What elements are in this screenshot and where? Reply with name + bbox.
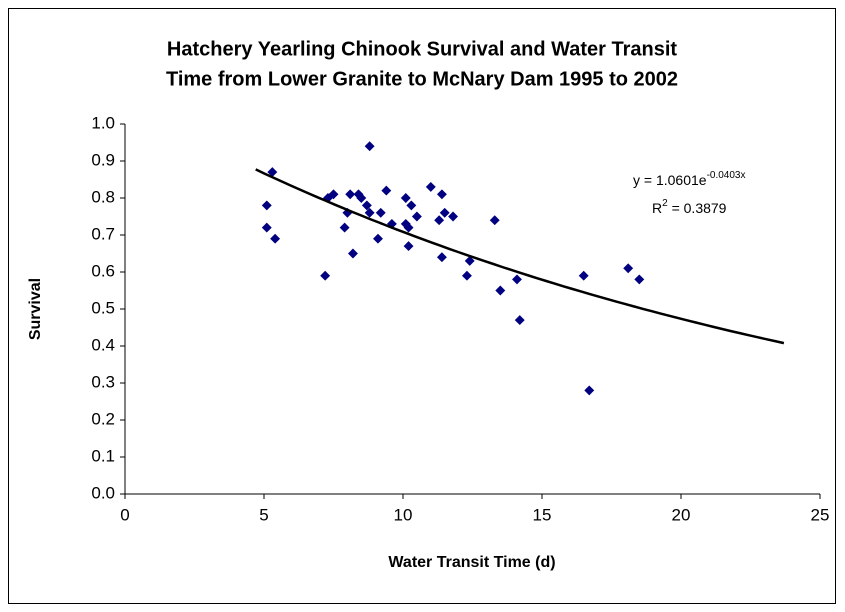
scatter-point — [364, 207, 375, 218]
scatter-point — [320, 270, 331, 281]
scatter-point — [436, 189, 447, 200]
scatter-point — [270, 233, 281, 244]
scatter-point — [623, 263, 634, 274]
scatter-point — [578, 270, 589, 281]
scatter-point — [328, 189, 339, 200]
trend-equation: y = 1.0601e-0.0403x — [633, 170, 745, 188]
scatter-point — [489, 215, 500, 226]
scatter-point — [375, 207, 386, 218]
scatter-point — [448, 211, 458, 222]
scatter-point — [381, 185, 392, 196]
y-tick-label: 0.6 — [91, 261, 115, 280]
x-tick-label: 15 — [533, 505, 552, 524]
scatter-point — [514, 315, 525, 326]
scatter-point — [403, 241, 414, 252]
chart-border — [8, 8, 836, 604]
equation-base: y = 1.0601e — [633, 172, 707, 188]
y-tick-label: 0.8 — [91, 187, 115, 206]
r2-exponent: 2 — [662, 198, 668, 209]
scatter-point — [411, 211, 422, 222]
y-axis-title: Survival — [27, 278, 44, 340]
scatter-point — [267, 167, 278, 178]
scatter-point — [403, 222, 414, 233]
y-tick-label: 0.1 — [91, 446, 115, 465]
y-tick-label: 0.0 — [91, 483, 115, 502]
x-tick-label: 25 — [811, 505, 830, 524]
scatter-point — [373, 233, 383, 244]
y-tick-label: 0.2 — [91, 409, 115, 428]
scatter-point — [461, 270, 472, 281]
scatter-point — [361, 200, 372, 211]
x-axis-title: Water Transit Time (d) — [388, 554, 555, 571]
y-tick-label: 0.7 — [91, 224, 115, 243]
y-tick-label: 1.0 — [91, 113, 115, 132]
chart-title: Time from Lower Granite to McNary Dam 19… — [166, 68, 678, 90]
scatter-point — [584, 385, 595, 396]
scatter-point — [495, 285, 506, 296]
scatter-point — [634, 274, 645, 285]
scatter-point — [436, 252, 447, 263]
y-tick-label: 0.3 — [91, 372, 115, 391]
scatter-point — [345, 189, 356, 200]
scatter-point — [512, 274, 522, 285]
scatter-point — [406, 200, 417, 211]
scatter-point — [400, 193, 411, 203]
scatter-point — [261, 200, 272, 211]
chart-title: Hatchery Yearling Chinook Survival and W… — [167, 38, 677, 60]
scatter-point — [356, 193, 367, 203]
scatter-point — [464, 255, 475, 266]
scatter-point — [261, 222, 272, 233]
y-tick-label: 0.5 — [91, 298, 115, 317]
scatter-point — [339, 222, 350, 233]
x-tick-label: 0 — [120, 505, 129, 524]
scatter-point — [434, 215, 445, 226]
equation-exponent: -0.0403x — [707, 170, 746, 181]
x-tick-label: 10 — [394, 505, 413, 524]
scatter-point — [348, 248, 358, 259]
trendline — [255, 168, 785, 345]
y-tick-label: 0.9 — [91, 150, 115, 169]
trend-r2: R2 = 0.3879 — [652, 198, 727, 216]
scatter-point — [425, 181, 436, 192]
y-tick-label: 0.4 — [91, 335, 115, 354]
scatter-point — [364, 141, 375, 152]
x-tick-label: 5 — [259, 505, 268, 524]
r2-value: = 0.3879 — [668, 200, 727, 216]
r2-base: R — [652, 200, 662, 216]
scatter-point — [439, 207, 450, 218]
x-tick-label: 20 — [672, 505, 691, 524]
